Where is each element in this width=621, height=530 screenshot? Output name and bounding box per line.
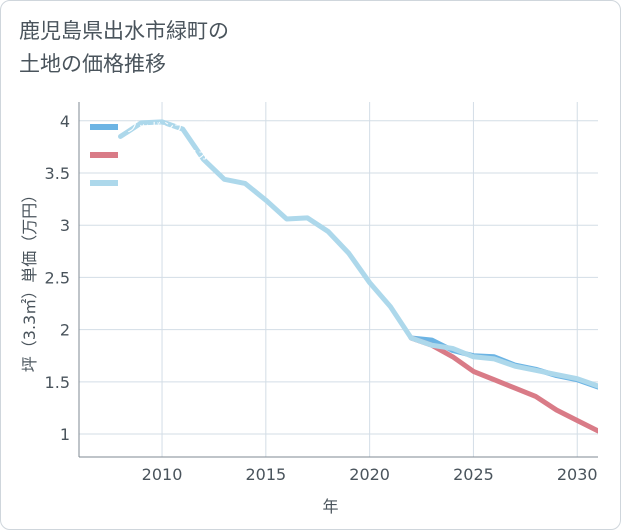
y-tick-label: 4: [60, 112, 70, 131]
chart-title-line-1: 鹿児島県出水市緑町の: [19, 19, 229, 43]
chart-title-line-2: 土地の価格推移: [19, 52, 166, 76]
plot-area: [79, 102, 598, 457]
y-tick-label: 2.5: [45, 268, 70, 287]
legend-label-2: バッドシナリオ: [126, 148, 210, 162]
x-tick-label: 2015: [245, 465, 286, 484]
y-tick-label: 1: [60, 425, 70, 444]
y-tick-label: 3.5: [45, 164, 70, 183]
x-axis-title: 年: [322, 497, 338, 516]
chart-title: 鹿児島県出水市緑町の 土地の価格推移: [19, 15, 229, 81]
y-tick-label: 2: [60, 321, 70, 340]
x-tick-label: 2030: [557, 465, 598, 484]
series-line-2: [408, 335, 598, 434]
x-tick-label: 2020: [349, 465, 390, 484]
x-tick-label: 2025: [453, 465, 494, 484]
x-tick-label: 2010: [142, 465, 183, 484]
series-line-3: [118, 119, 598, 389]
legend-label-3: ノーマルシナリオ: [126, 176, 222, 190]
y-axis-title: 坪（3.3㎡）単価（万円）: [20, 187, 39, 372]
legend-label-1: グッドシナリオ: [126, 120, 210, 134]
y-tick-label: 3: [60, 216, 70, 235]
y-tick-label: 1.5: [45, 373, 70, 392]
